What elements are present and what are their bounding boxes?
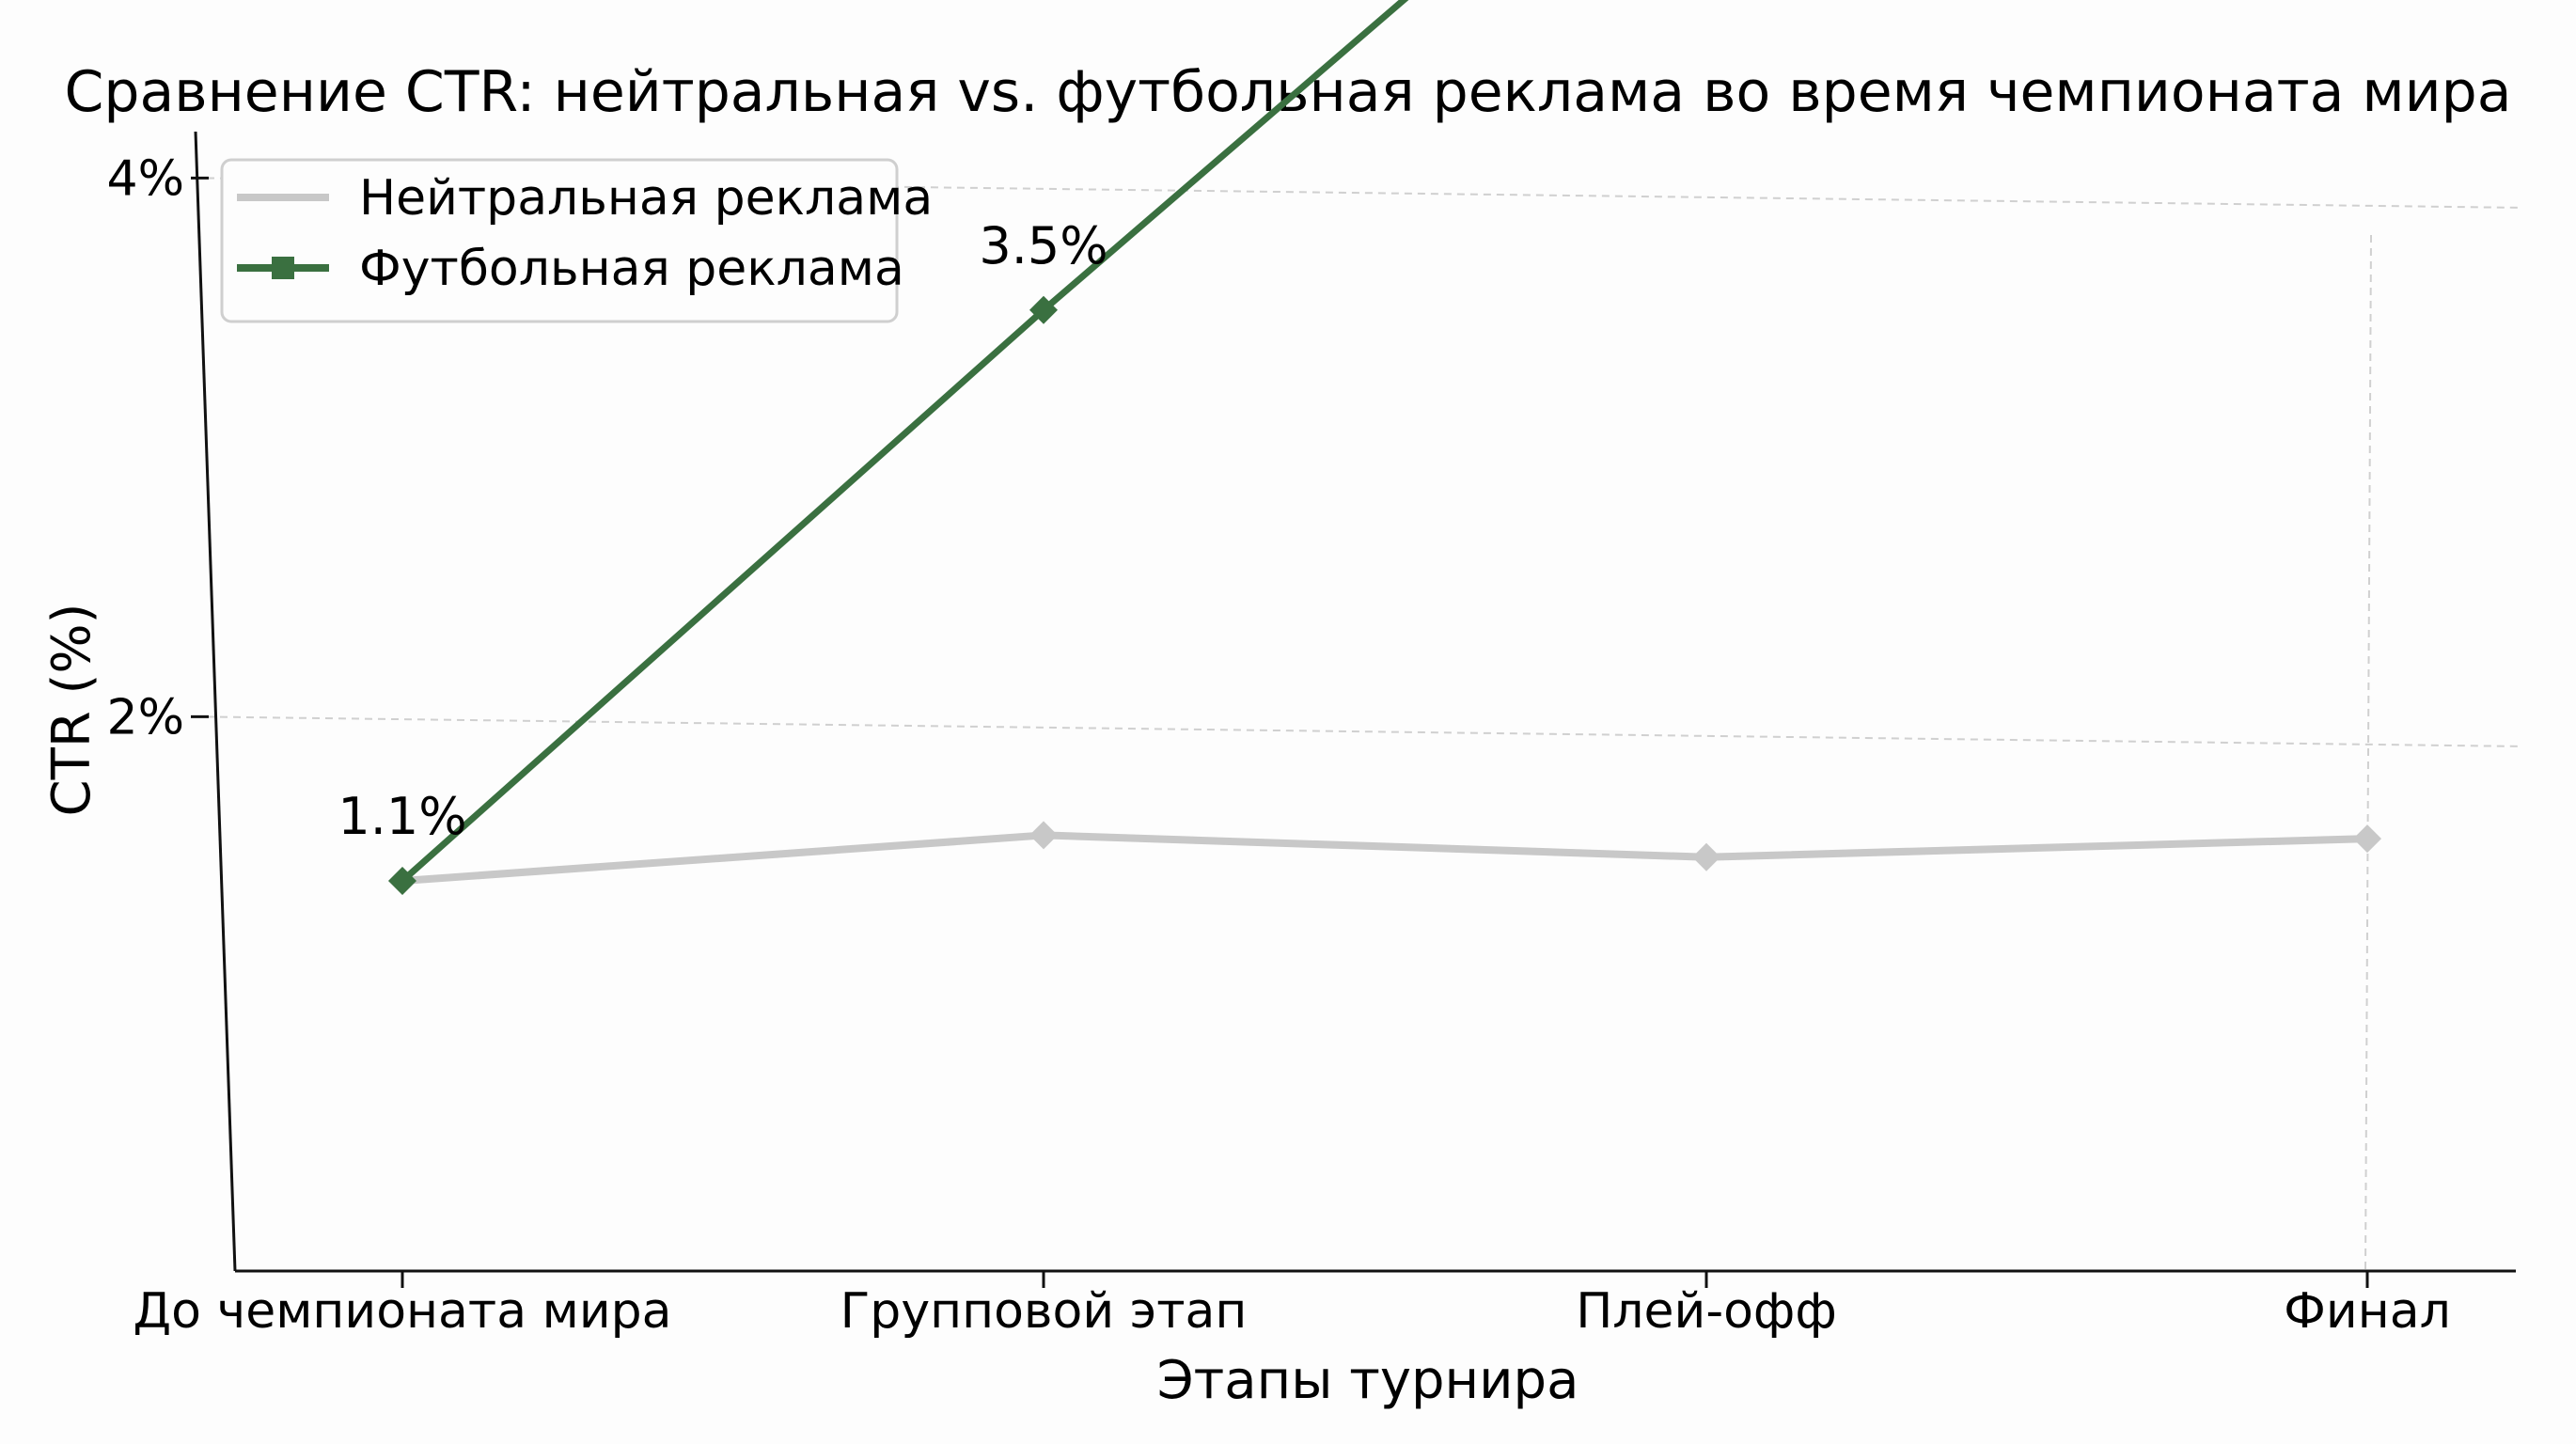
data-labels: 1.1%3.5%5.8%8.5% [338,216,1107,846]
data-label: 3.5% [979,216,1107,275]
x-tick-label: До чемпионата мира [134,1283,672,1340]
legend-frame [220,158,899,323]
point-neutral [1029,821,1058,850]
x-axis-title: Этапы турнира [1157,1350,1579,1411]
legend-label-football: Футбольная реклама [359,241,904,297]
series [388,0,2381,896]
x-tick-label: Групповой этап [840,1283,1248,1340]
y-ticks: 2%4%6%8% [107,150,209,746]
x-ticks: До чемпионата мира Групповой этап Плей-офф… [134,1271,2451,1340]
gridline-x [2364,234,2372,1272]
gridline-y [206,715,2521,747]
legend-marker-football [272,257,294,279]
axes [194,131,2516,1273]
legend: Нейтральная реклама Футбольная реклама [220,158,933,323]
point-football [388,867,416,896]
legend-label-neutral: Нейтральная реклама [359,170,933,227]
data-label: 1.1% [338,787,466,846]
series-line-football [400,0,1409,884]
series-line-neutral [401,831,2368,885]
point-football [1029,295,1058,324]
x-tick-label: Финал [2284,1283,2451,1340]
x-tick-label: Плей-офф [1576,1283,1837,1340]
y-tick-label: 4% [107,150,185,207]
point-neutral [2353,824,2381,854]
y-tick-label: 2% [107,689,185,746]
point-neutral [1692,842,1720,871]
y-axis-line [194,131,237,1272]
y-axis-title: CTR (%) [41,604,102,817]
chart-title: Сравнение CTR: нейтральная vs. футбольна… [64,59,2511,125]
